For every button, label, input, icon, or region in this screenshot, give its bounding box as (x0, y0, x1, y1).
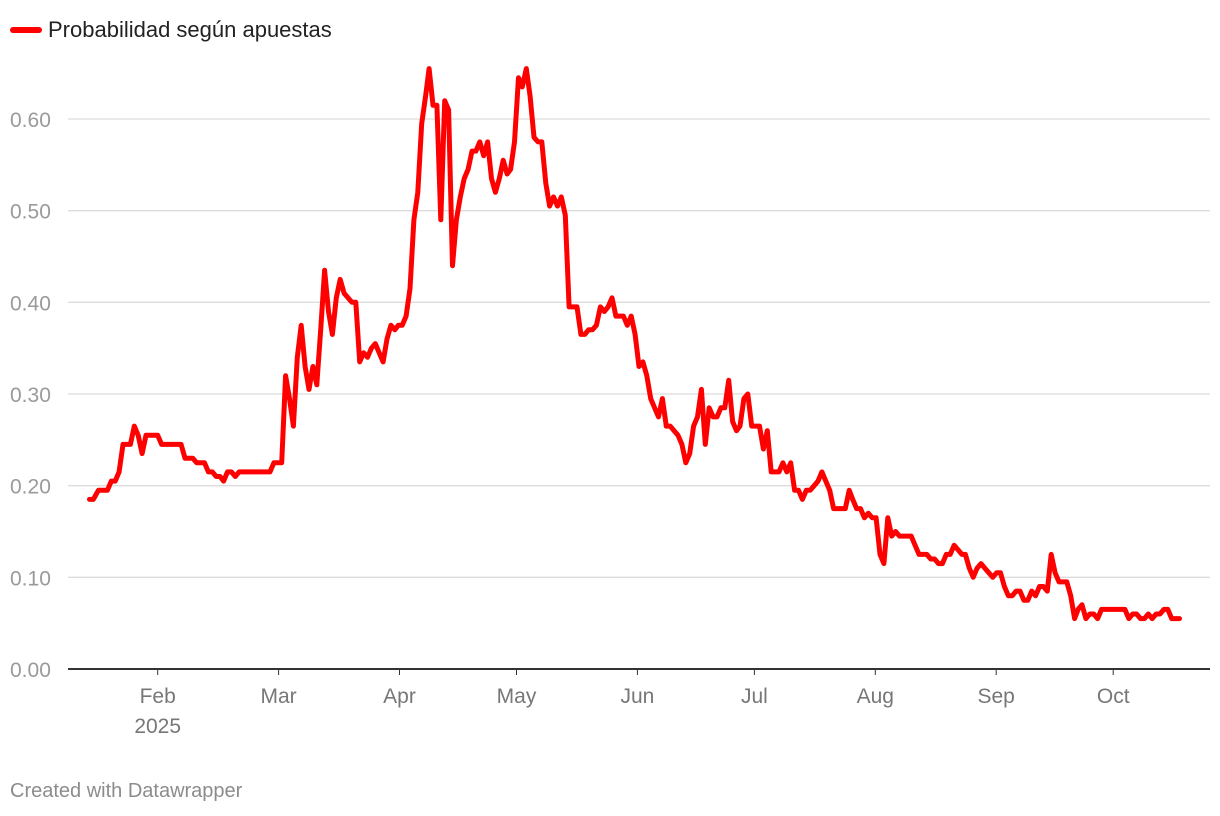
y-tick-label: 0.30 (10, 384, 51, 407)
x-tick-label: Mar (261, 685, 297, 708)
x-tick-year-label: 2025 (134, 715, 181, 738)
legend-swatch (10, 27, 42, 33)
y-tick-label: 0.00 (10, 659, 51, 682)
line-chart: 0.00 0.10 0.20 0.30 0.40 0.50 0.60 Feb 2025 Mar A… (10, 66, 1210, 738)
series-line-probabilidad (87, 66, 1182, 622)
legend: Probabilidad según apuestas (10, 16, 332, 44)
y-axis-ticks: 0.00 0.10 0.20 0.30 0.40 0.50 0.60 (10, 109, 51, 682)
x-tick-label: Sep (978, 685, 1015, 708)
grid-lines (68, 118, 1210, 578)
x-tick-label: Jun (620, 685, 654, 708)
x-tick-label: Oct (1097, 685, 1130, 708)
x-tick-label: Feb (140, 685, 176, 708)
y-tick-label: 0.50 (10, 201, 51, 224)
x-axis-ticks: Feb 2025 Mar Apr May Jun Jul Aug Sep Oct (134, 669, 1130, 738)
datawrapper-credit: Created with Datawrapper (10, 780, 243, 802)
x-tick-label: May (497, 685, 537, 708)
x-tick-label: Apr (383, 685, 416, 708)
series-group (87, 66, 1182, 622)
x-tick-label: Jul (741, 685, 768, 708)
y-tick-label: 0.20 (10, 476, 51, 499)
x-tick-label: Aug (857, 685, 894, 708)
y-tick-label: 0.10 (10, 567, 51, 590)
legend-label: Probabilidad según apuestas (48, 17, 332, 42)
y-tick-label: 0.60 (10, 109, 51, 132)
y-tick-label: 0.40 (10, 292, 51, 315)
